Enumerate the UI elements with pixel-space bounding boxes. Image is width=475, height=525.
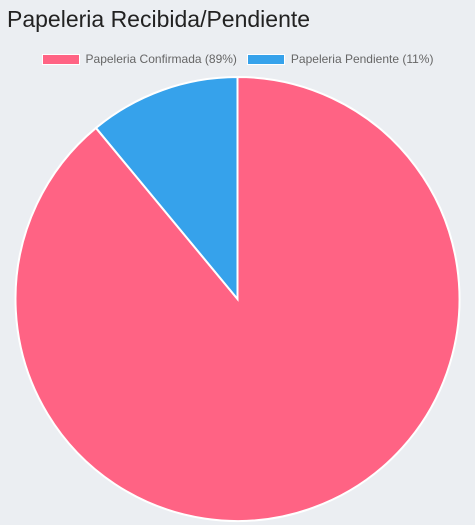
chart-title: Papeleria Recibida/Pendiente <box>7 6 311 32</box>
legend-label-confirmada: Papeleria Confirmada (89%) <box>85 52 237 66</box>
pie-slice-pendiente[interactable] <box>94 75 239 302</box>
legend-swatch-confirmada <box>41 53 80 65</box>
legend-item-pendiente[interactable]: Papeleria Pendiente (11%) <box>246 52 434 66</box>
legend-item-confirmada[interactable]: Papeleria Confirmada (89%) <box>41 52 237 66</box>
legend-label-pendiente: Papeleria Pendiente (11%) <box>290 52 434 66</box>
chart-legend: Papeleria Confirmada (89%) Papeleria Pen… <box>0 52 475 66</box>
legend-swatch-pendiente <box>246 53 285 65</box>
